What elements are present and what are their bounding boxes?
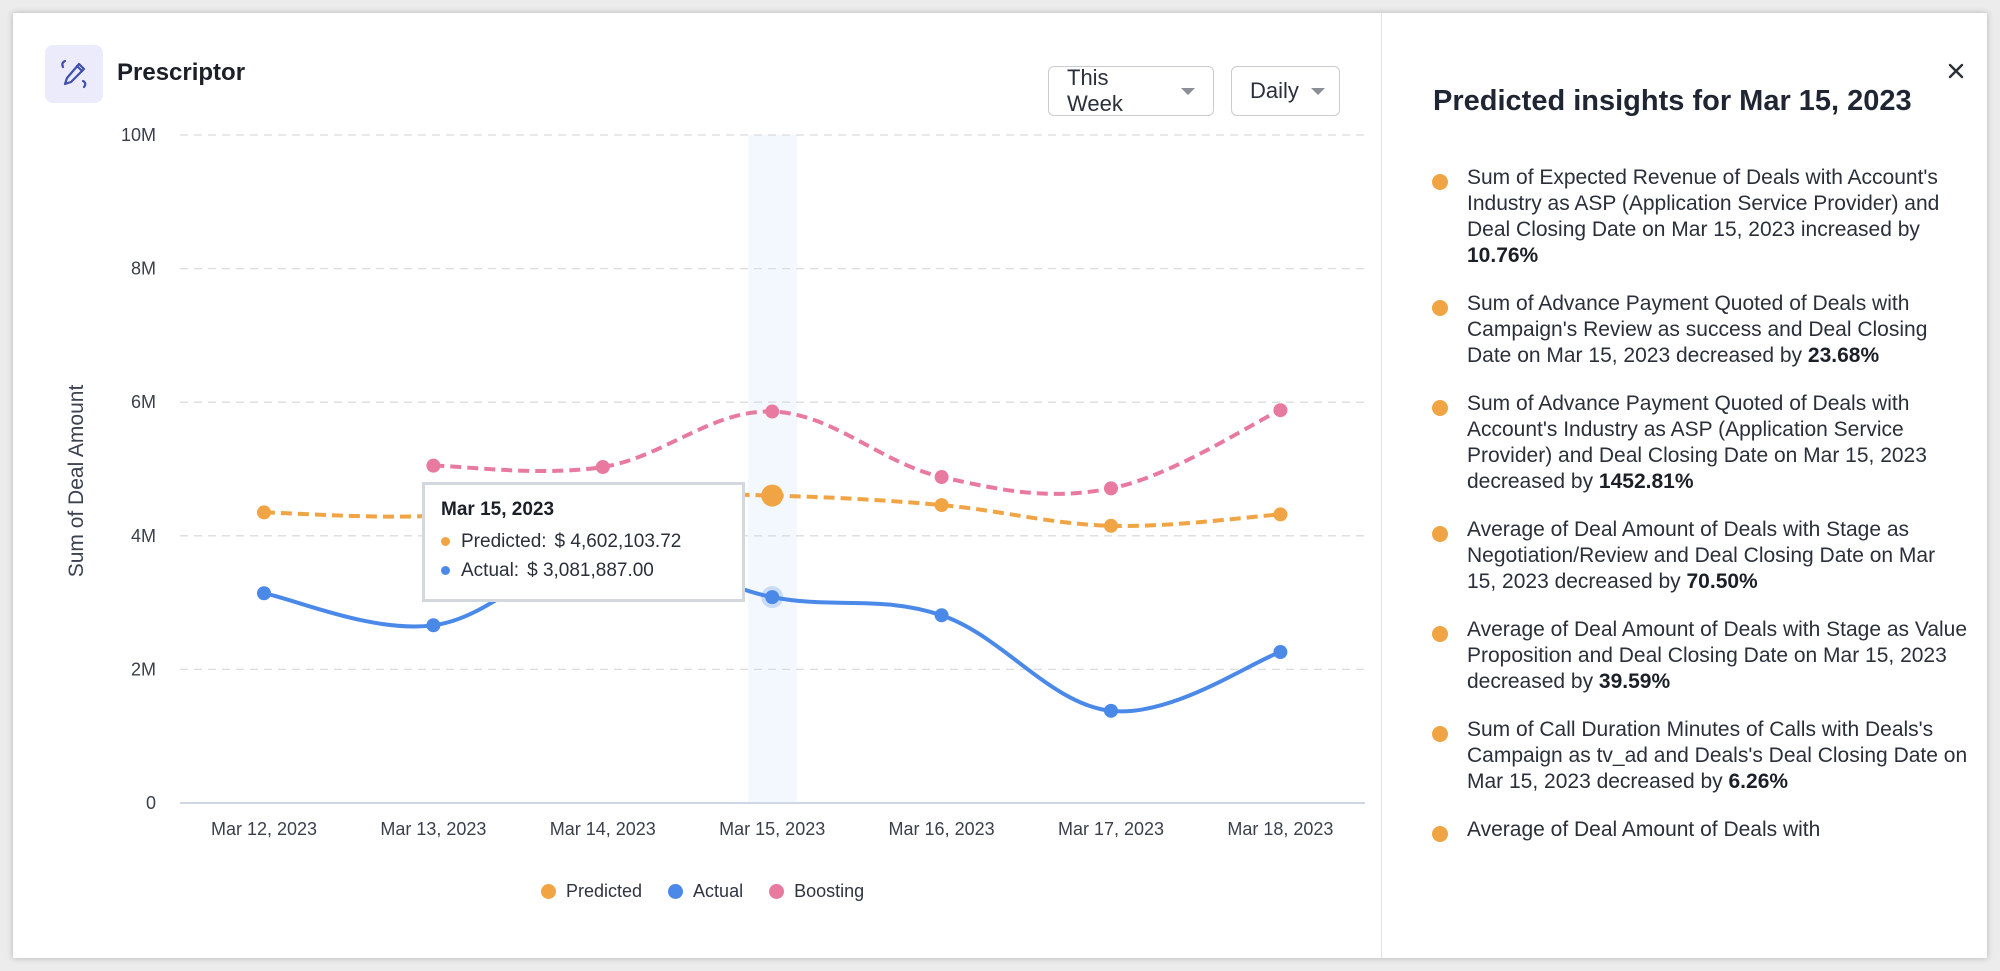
caret-down-icon — [1181, 87, 1195, 95]
insights-list: Sum of Expected Revenue of Deals with Ac… — [1430, 165, 1970, 865]
legend-item-actual[interactable]: Actual — [668, 881, 743, 902]
granularity-dropdown[interactable]: Daily — [1231, 66, 1340, 116]
insight-text: Average of Deal Amount of Deals with Sta… — [1467, 518, 1936, 593]
data-point-predicted — [1273, 507, 1288, 522]
x-tick-label: Mar 13, 2023 — [380, 819, 486, 839]
data-point-actual — [257, 586, 271, 601]
data-point-boosting — [934, 470, 949, 485]
data-point-actual — [934, 608, 949, 623]
tooltip-row-predicted: Predicted: $ 4,602,103.72 — [441, 527, 726, 556]
insight-text: Sum of Advance Payment Quoted of Deals w… — [1467, 392, 1927, 493]
x-tick-label: Mar 14, 2023 — [550, 819, 656, 839]
insight-item: Sum of Advance Payment Quoted of Deals w… — [1430, 391, 1970, 495]
data-point-actual — [426, 618, 441, 633]
close-icon — [1948, 63, 1964, 79]
chart-section: Prescriptor This Week Daily 0 2M 4M 6M 8M 10M… — [13, 13, 1381, 958]
legend-item-boosting[interactable]: Boosting — [769, 881, 864, 902]
data-point-actual — [1104, 703, 1118, 718]
insight-bullet-icon — [1432, 526, 1448, 542]
insight-text: Sum of Call Duration Minutes of Calls wi… — [1467, 718, 1968, 793]
insight-text: Sum of Expected Revenue of Deals with Ac… — [1467, 166, 1940, 241]
insight-text: Average of Deal Amount of Deals with — [1467, 818, 1821, 841]
insight-item: Sum of Call Duration Minutes of Calls wi… — [1430, 717, 1970, 795]
tooltip-label: Predicted: — [461, 531, 547, 552]
insight-item: Sum of Advance Payment Quoted of Deals w… — [1430, 291, 1970, 369]
legend-label: Boosting — [794, 881, 865, 901]
line-chart: 0 2M 4M 6M 8M 10M Mar 12, 2023 Mar 13, 2023 Mar … — [121, 125, 1365, 839]
tooltip-value: $ 3,081,887.00 — [527, 560, 654, 581]
insight-item: Average of Deal Amount of Deals with — [1430, 817, 1970, 843]
insight-text: Sum of Advance Payment Quoted of Deals w… — [1467, 292, 1928, 367]
legend-dot-boosting — [769, 884, 785, 899]
legend-label: Predicted — [566, 881, 643, 901]
data-point-predicted — [257, 505, 271, 520]
chart-tooltip: Mar 15, 2023 Predicted: $ 4,602,103.72 A… — [422, 482, 745, 602]
y-axis-title: Sum of Deal Amount — [65, 384, 88, 578]
insight-value: 70.50% — [1686, 570, 1758, 593]
x-tick-label: Mar 15, 2023 — [719, 819, 825, 839]
insight-bullet-icon — [1432, 726, 1448, 742]
pencil-code-icon — [61, 59, 87, 89]
granularity-dropdown-value: Daily — [1250, 78, 1299, 103]
period-dropdown-value: This Week — [1067, 65, 1123, 116]
data-point-boosting — [426, 458, 441, 473]
y-tick-label: 10M — [121, 125, 156, 145]
y-tick-label: 4M — [131, 526, 156, 546]
insight-item: Average of Deal Amount of Deals with Sta… — [1430, 617, 1970, 695]
insights-panel: Predicted insights for Mar 15, 2023 Sum … — [1382, 13, 1987, 958]
data-point-actual — [765, 590, 780, 605]
data-point-boosting — [765, 404, 780, 419]
app-title: Prescriptor — [117, 59, 246, 86]
prescriptor-card: Prescriptor This Week Daily 0 2M 4M 6M 8M 10M… — [13, 13, 1987, 958]
x-tick-label: Mar 12, 2023 — [211, 819, 317, 839]
insight-value: 10.76% — [1467, 244, 1539, 267]
insight-item: Average of Deal Amount of Deals with Sta… — [1430, 517, 1970, 595]
tooltip-value: $ 4,602,103.72 — [554, 531, 682, 552]
data-point-boosting — [1104, 481, 1118, 496]
insight-value: 1452.81% — [1598, 470, 1694, 493]
legend-label: Actual — [693, 881, 744, 901]
tooltip-row-actual: Actual: $ 3,081,887.00 — [441, 556, 726, 585]
x-tick-label: Mar 18, 2023 — [1227, 819, 1333, 839]
insight-bullet-icon — [1432, 174, 1448, 190]
insight-item: Sum of Expected Revenue of Deals with Ac… — [1430, 165, 1970, 269]
prescriptor-logo — [45, 45, 103, 103]
data-point-boosting — [595, 459, 610, 474]
caret-down-icon — [1310, 87, 1325, 95]
insight-bullet-icon — [1432, 626, 1448, 642]
y-tick-label: 8M — [131, 259, 156, 279]
period-dropdown[interactable]: This Week — [1048, 65, 1214, 116]
close-button[interactable] — [1942, 57, 1970, 85]
insight-value: 39.59% — [1598, 670, 1671, 693]
y-tick-label: 6M — [131, 392, 156, 412]
data-point-actual — [1273, 645, 1288, 660]
highlight-band — [748, 135, 798, 803]
insight-bullet-icon — [1432, 400, 1448, 416]
legend-dot-predicted — [541, 884, 556, 899]
x-tick-label: Mar 16, 2023 — [889, 819, 995, 839]
x-tick-label: Mar 17, 2023 — [1058, 819, 1164, 839]
tooltip-dot-predicted — [441, 537, 450, 546]
insight-bullet-icon — [1432, 826, 1448, 842]
y-tick-label: 2M — [131, 659, 156, 679]
insight-text: Average of Deal Amount of Deals with Sta… — [1467, 618, 1968, 693]
data-point-predicted — [761, 484, 784, 507]
legend-dot-actual — [668, 884, 684, 899]
insights-title: Predicted insights for Mar 15, 2023 — [1433, 85, 1912, 117]
data-point-predicted — [1104, 518, 1118, 533]
insight-value: 6.26% — [1728, 770, 1789, 793]
panel-divider — [1381, 13, 1382, 958]
insight-bullet-icon — [1432, 300, 1448, 316]
legend-item-predicted[interactable]: Predicted — [541, 881, 642, 902]
data-point-boosting — [1273, 403, 1288, 418]
tooltip-dot-actual — [441, 566, 450, 575]
insight-value: 23.68% — [1807, 344, 1880, 367]
tooltip-date: Mar 15, 2023 — [441, 499, 555, 520]
data-point-predicted — [934, 498, 949, 513]
chart-legend: Predicted Actual Boosting — [541, 881, 864, 902]
tooltip-label: Actual: — [461, 560, 520, 581]
y-tick-label: 0 — [146, 793, 156, 813]
